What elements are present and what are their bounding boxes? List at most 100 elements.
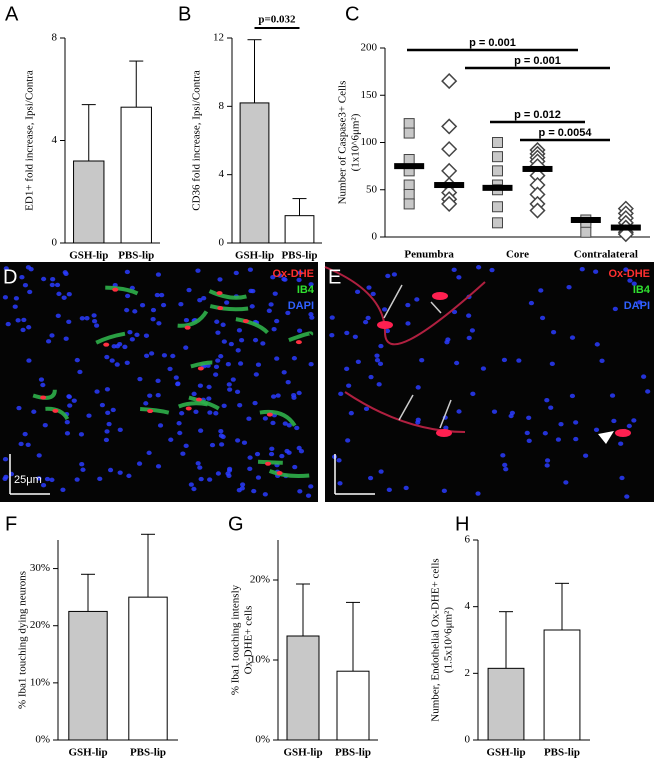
nucleus [64,420,70,425]
ox-dhe-cell [40,395,47,400]
nucleus [269,446,275,452]
nucleus [255,362,262,367]
nucleus [501,357,508,363]
nucleus [127,330,133,335]
nucleus [609,393,616,398]
y-axis-label: % Iba1 touching dying neurons [17,571,29,709]
nucleus [104,354,110,360]
nucleus [252,337,259,343]
nucleus [415,385,421,390]
nucleus [298,449,305,454]
nucleus [207,410,213,415]
nucleus [197,383,203,388]
nucleus [50,277,56,282]
ox-dhe-cell [185,406,192,411]
nucleus [238,337,245,343]
nucleus [500,453,506,458]
nucleus [386,487,392,493]
data-point [492,151,503,163]
nucleus [221,403,227,408]
nucleus [344,366,350,372]
vessel [190,360,213,369]
nucleus [555,437,562,442]
nucleus [563,480,569,485]
nucleus [516,358,522,363]
nucleus [227,387,233,392]
nucleus [104,387,111,392]
nucleus [156,321,162,326]
nucleus [284,448,290,454]
x-tick-label: PBS-lip [118,250,154,262]
nucleus [122,344,128,350]
nucleus [62,270,68,275]
nucleus [226,473,232,479]
nucleus [2,457,9,462]
data-point [492,165,503,177]
nucleus [366,285,372,290]
arrow [439,399,452,429]
ox-dhe-cell [216,291,223,296]
annotation: p = 0.001 [469,37,516,49]
y-axis-label: % Iba1 touching intensly [230,584,242,695]
data-point [492,201,503,213]
nucleus [346,383,352,388]
nucleus [308,484,314,489]
nucleus [345,438,351,443]
orientation-arrows [334,454,375,495]
nucleus [645,389,651,394]
panel-label: G [228,513,244,535]
nucleus [252,400,258,406]
nucleus [67,403,73,408]
nucleus [363,406,370,412]
nucleus [155,392,161,398]
nucleus [344,330,350,336]
nucleus [365,315,371,321]
nucleus [456,409,462,414]
nucleus [124,360,130,365]
nucleus [195,268,201,273]
nucleus [271,327,277,332]
y-axis-label: Number, Endothelial Ox-DHE+ cells [430,558,442,721]
vessel [45,406,70,421]
vessel [235,317,269,335]
nucleus [451,267,457,273]
vessel [344,391,466,433]
nucleus [524,430,530,436]
channel-label: DAPI [624,300,650,312]
nucleus [544,463,550,468]
nucleus [548,405,554,410]
nucleus [71,398,77,403]
bar [73,160,105,244]
nucleus [5,321,11,327]
nucleus [226,468,233,473]
nucleus [143,353,150,358]
bar [487,667,525,741]
nucleus [18,441,24,447]
nucleus [86,413,92,418]
nucleus [254,451,261,457]
nucleus [213,364,220,370]
ox-dhe-cell [112,287,119,292]
nucleus [354,289,361,295]
nucleus [637,300,643,305]
nucleus [167,366,173,372]
nucleus [78,432,85,437]
nucleus [143,333,150,338]
vessel [259,409,297,427]
nucleus [225,362,231,367]
nucleus [209,442,216,448]
nucleus [40,482,47,488]
nucleus [191,486,197,492]
nucleus [26,358,32,363]
nucleus [291,395,297,400]
nucleus [41,276,47,282]
y-tick-label: 8 [52,32,58,44]
nucleus [419,358,425,363]
nucleus [296,390,302,396]
nucleus [49,477,55,483]
data-point [441,195,458,212]
y-axis-sublabel: Ox-DHE+ cells [243,606,255,675]
nucleus [97,476,103,482]
nucleus [249,304,255,309]
data-point [403,127,415,139]
